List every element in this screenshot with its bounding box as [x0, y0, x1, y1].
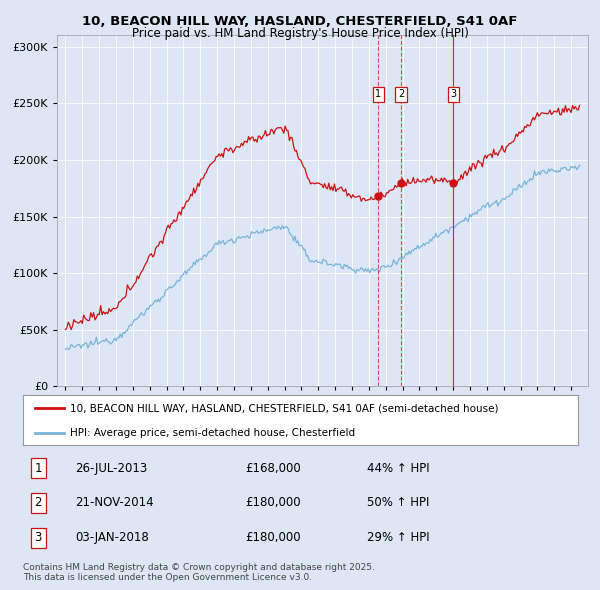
Text: 1: 1: [35, 461, 42, 474]
Text: 2: 2: [398, 89, 404, 99]
Text: 44% ↑ HPI: 44% ↑ HPI: [367, 461, 430, 474]
Text: 10, BEACON HILL WAY, HASLAND, CHESTERFIELD, S41 0AF: 10, BEACON HILL WAY, HASLAND, CHESTERFIE…: [82, 15, 518, 28]
Text: £168,000: £168,000: [245, 461, 301, 474]
Text: £180,000: £180,000: [245, 496, 301, 510]
Text: 03-JAN-2018: 03-JAN-2018: [76, 532, 149, 545]
Text: 21-NOV-2014: 21-NOV-2014: [76, 496, 154, 510]
Text: £180,000: £180,000: [245, 532, 301, 545]
Text: 3: 3: [450, 89, 457, 99]
Text: 2: 2: [35, 496, 42, 510]
Text: 29% ↑ HPI: 29% ↑ HPI: [367, 532, 430, 545]
Text: 3: 3: [35, 532, 42, 545]
Text: HPI: Average price, semi-detached house, Chesterfield: HPI: Average price, semi-detached house,…: [70, 428, 355, 438]
Text: 1: 1: [376, 89, 382, 99]
Text: Contains HM Land Registry data © Crown copyright and database right 2025.
This d: Contains HM Land Registry data © Crown c…: [23, 563, 374, 582]
Text: Price paid vs. HM Land Registry's House Price Index (HPI): Price paid vs. HM Land Registry's House …: [131, 27, 469, 40]
Text: 10, BEACON HILL WAY, HASLAND, CHESTERFIELD, S41 0AF (semi-detached house): 10, BEACON HILL WAY, HASLAND, CHESTERFIE…: [70, 404, 499, 414]
Text: 50% ↑ HPI: 50% ↑ HPI: [367, 496, 429, 510]
Text: 26-JUL-2013: 26-JUL-2013: [76, 461, 148, 474]
